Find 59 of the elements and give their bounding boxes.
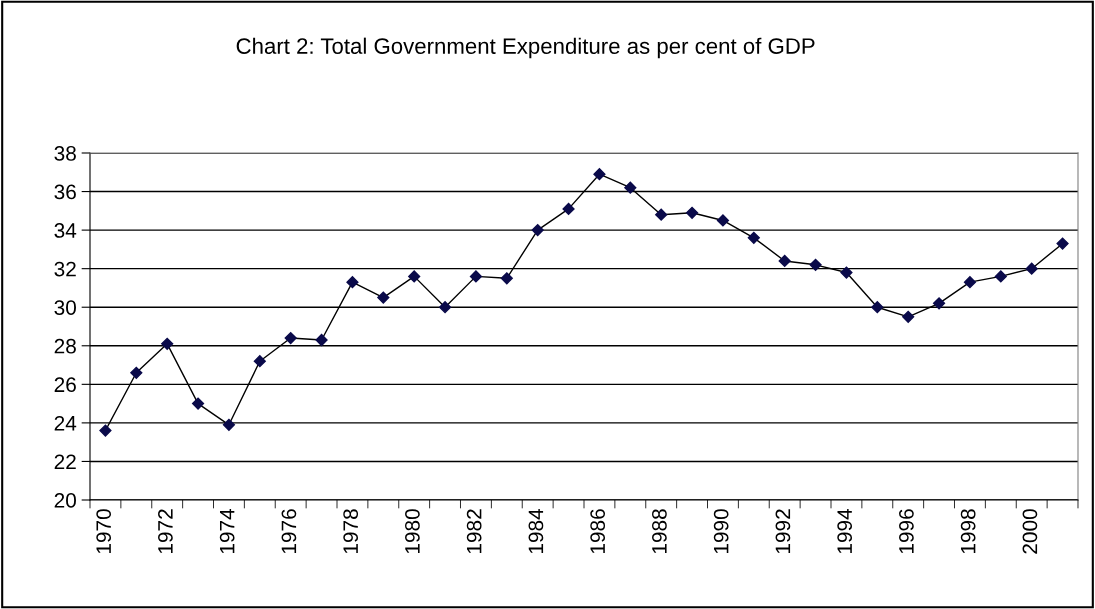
point bbox=[346, 276, 359, 289]
point bbox=[994, 270, 1007, 283]
x-tick-label: 1974 bbox=[219, 508, 235, 554]
x-tick-label: 1978 bbox=[343, 509, 359, 554]
point bbox=[655, 208, 668, 221]
point bbox=[593, 168, 606, 181]
y-tick-label: 24 bbox=[54, 415, 77, 431]
y-tick-label: 26 bbox=[54, 377, 76, 393]
y-tick-label: 32 bbox=[54, 261, 76, 277]
point bbox=[469, 270, 483, 283]
y-tick-label: 22 bbox=[54, 454, 76, 469]
x-tick-label: 1988 bbox=[652, 509, 667, 554]
point bbox=[685, 206, 699, 219]
x-tick-label: 1992 bbox=[775, 509, 791, 554]
point bbox=[562, 202, 575, 216]
x-tick-label: 1996 bbox=[899, 509, 914, 554]
x-tick-label: 1976 bbox=[281, 509, 297, 554]
x-tick-label: 1990 bbox=[713, 509, 729, 554]
y-tick-label: 28 bbox=[54, 338, 76, 354]
point bbox=[747, 231, 760, 244]
y-tick-label: 20 bbox=[54, 493, 76, 508]
y-tick-label: 34 bbox=[54, 223, 77, 238]
x-tick-label: 1970 bbox=[96, 509, 112, 554]
x-tick-label: 1994 bbox=[837, 508, 853, 554]
point bbox=[253, 355, 266, 368]
y-tick-label: 38 bbox=[54, 146, 76, 161]
point bbox=[809, 258, 822, 271]
point bbox=[531, 224, 544, 237]
y-tick-label: 36 bbox=[54, 184, 76, 200]
x-tick-label: 2000 bbox=[1022, 509, 1038, 554]
x-tick-label: 1972 bbox=[158, 509, 173, 554]
point bbox=[1056, 237, 1069, 250]
x-tick-label: 1998 bbox=[960, 509, 976, 554]
point bbox=[377, 291, 390, 304]
point bbox=[624, 181, 637, 194]
point bbox=[438, 301, 452, 314]
point bbox=[778, 254, 791, 268]
point bbox=[191, 397, 205, 410]
point bbox=[408, 270, 421, 283]
x-tick-label: 1980 bbox=[405, 509, 420, 554]
x-tick-label: 1986 bbox=[590, 509, 606, 554]
point bbox=[222, 418, 236, 431]
point bbox=[932, 297, 946, 310]
chart-title: Chart 2: Total Government Expenditure as per cent of GDP bbox=[236, 37, 815, 59]
point bbox=[840, 266, 853, 279]
point bbox=[99, 424, 112, 437]
point bbox=[161, 337, 174, 350]
point bbox=[500, 272, 513, 285]
x-tick-label: 1982 bbox=[466, 509, 482, 554]
x-tick-label: 1984 bbox=[528, 508, 544, 554]
point bbox=[1025, 262, 1038, 275]
point bbox=[716, 214, 730, 227]
point bbox=[315, 333, 328, 347]
point bbox=[902, 310, 915, 323]
y-tick-label: 30 bbox=[54, 300, 76, 315]
point bbox=[963, 276, 977, 289]
point bbox=[284, 331, 297, 345]
point bbox=[871, 301, 884, 314]
point bbox=[130, 366, 143, 379]
